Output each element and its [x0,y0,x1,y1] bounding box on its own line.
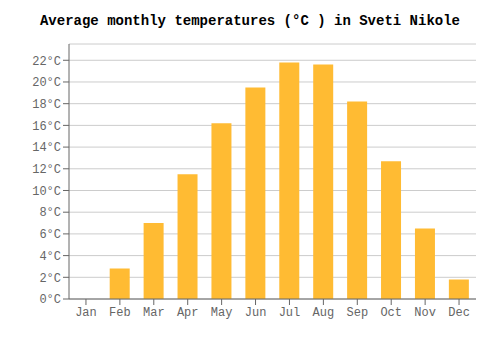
svg-text:12°C: 12°C [32,163,61,177]
svg-text:16°C: 16°C [32,120,61,134]
svg-text:Mar: Mar [143,306,165,320]
svg-text:Nov: Nov [414,306,436,320]
svg-text:8°C: 8°C [39,206,61,220]
html-text:Average monthly temperatures (: Average monthly temperatures (°C ) in Sv… [40,13,460,29]
svg-text:Jan: Jan [75,306,97,320]
svg-text:Jul: Jul [279,306,301,320]
svg-text:Jun: Jun [245,306,267,320]
svg-text:May: May [211,306,233,320]
svg-text:2°C: 2°C [39,272,61,286]
svg-text:Oct: Oct [380,306,402,320]
svg-text:Dec: Dec [448,306,470,320]
svg-text:4°C: 4°C [39,250,61,264]
svg-text:18°C: 18°C [32,98,61,112]
svg-text:6°C: 6°C [39,228,61,242]
svg-text:Sep: Sep [346,306,368,320]
svg-text:22°C: 22°C [32,55,61,69]
svg-text:14°C: 14°C [32,141,61,155]
svg-text:0°C: 0°C [39,293,61,307]
svg-text:Apr: Apr [177,306,199,320]
svg-text:Aug: Aug [313,306,335,320]
svg-text:Feb: Feb [109,306,131,320]
svg-text:10°C: 10°C [32,185,61,199]
svg-text:20°C: 20°C [32,76,61,90]
